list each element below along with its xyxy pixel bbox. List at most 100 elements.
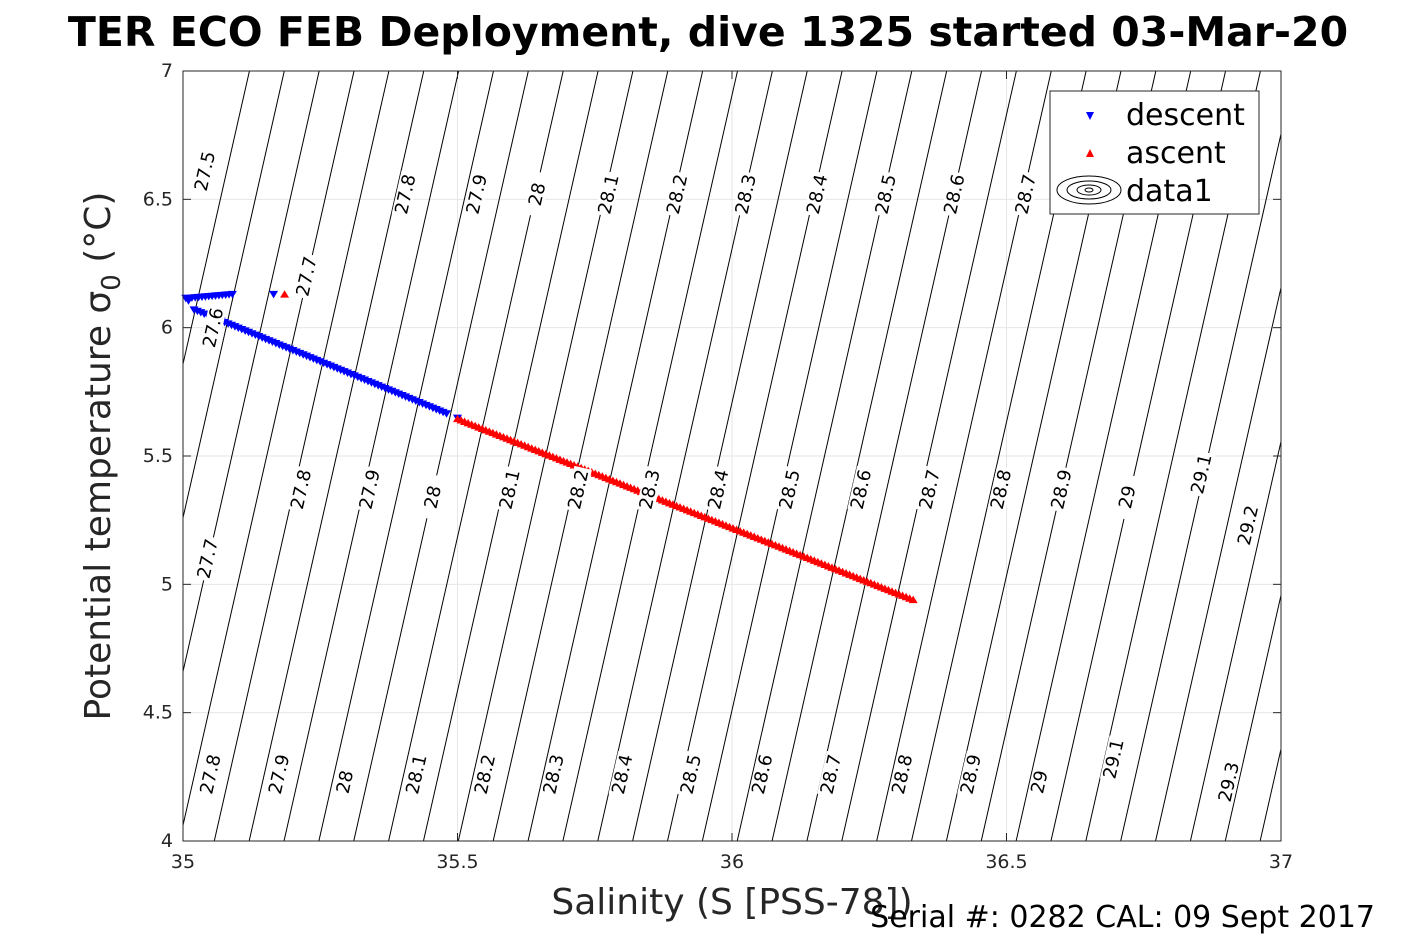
contour-label-gap xyxy=(331,758,359,806)
contour-label-gap xyxy=(564,465,592,513)
serial-calibration-footer: Serial #: 0282 CAL: 09 Sept 2017 xyxy=(870,900,1375,935)
y-tick-label: 5.5 xyxy=(143,445,173,467)
isopycnal-line xyxy=(701,71,878,841)
contour-label-gap xyxy=(915,465,944,513)
descent-marker xyxy=(442,410,452,418)
legend-contour-icon xyxy=(1056,175,1122,205)
y-tick-label: 6 xyxy=(161,317,173,339)
contour-label-gap xyxy=(608,750,636,798)
descent-marker xyxy=(183,297,193,305)
isopycnal-line xyxy=(183,71,250,367)
x-tick-label: 35 xyxy=(171,851,195,873)
contour-label-gap xyxy=(1025,758,1054,806)
y-tick-label: 6.5 xyxy=(143,188,173,210)
contour-label: 28 xyxy=(421,484,447,511)
legend-ascent-label: ascent xyxy=(1126,136,1226,171)
isopycnal-line xyxy=(353,71,529,841)
isopycnal-line xyxy=(1155,285,1281,841)
contour-label-gap xyxy=(194,535,222,583)
legend-ascent-marker xyxy=(1086,149,1094,157)
y-axis-label-subscript: 0 xyxy=(97,274,127,291)
contour-label-gap xyxy=(391,170,419,218)
contour-label-gap xyxy=(957,750,985,798)
isopycnal-line xyxy=(318,71,494,841)
isopycnal-line xyxy=(562,71,738,841)
ascent-marker xyxy=(908,595,918,604)
contour-label-gap xyxy=(523,170,551,218)
contour-label-gap xyxy=(704,465,732,513)
contour-label-gap xyxy=(199,304,227,352)
contour-label-gap xyxy=(471,750,499,798)
descent-marker xyxy=(269,290,279,299)
contour-label-gap xyxy=(940,170,968,218)
contour-label: 28 xyxy=(333,769,359,796)
contour-label: 28 xyxy=(525,181,551,208)
isopycnal-line xyxy=(841,71,1017,841)
y-axis-label-unit: (°C) xyxy=(78,192,119,275)
contour-label-gap xyxy=(1099,735,1128,783)
contour-label-gap xyxy=(1215,758,1243,806)
contour-label-gap xyxy=(1047,465,1076,513)
contour-label-gap xyxy=(191,147,219,195)
contour-label-gap xyxy=(1187,450,1216,498)
contour-label-gap xyxy=(1113,473,1141,521)
x-tick-label: 36 xyxy=(720,851,744,873)
contour-label-gap xyxy=(419,473,447,521)
x-tick-label: 36.5 xyxy=(985,851,1027,873)
contour-label-gap xyxy=(888,750,916,798)
contour-label-gap xyxy=(776,465,804,513)
contour-label-gap xyxy=(732,170,760,218)
contour-label-gap xyxy=(594,170,623,218)
contour-label-gap xyxy=(265,750,293,798)
isopycnal-line xyxy=(248,71,425,841)
contour-label-gap xyxy=(356,465,384,513)
legend-box xyxy=(1049,90,1260,215)
contour-label-gap xyxy=(292,252,321,300)
legend-descent-label: descent xyxy=(1126,98,1245,133)
legend-descent-marker xyxy=(1086,112,1094,120)
isopycnal-line xyxy=(213,71,390,841)
y-tick-label: 4 xyxy=(161,830,173,852)
isopycnal-line xyxy=(492,71,669,841)
x-tick-label: 35.5 xyxy=(436,851,478,873)
contour-label-gap xyxy=(872,170,900,218)
contour-label: 29 xyxy=(1027,769,1053,796)
contour-label-gap xyxy=(196,750,225,798)
contour-label-gap xyxy=(496,465,524,513)
legend: descent ascent data1 xyxy=(1049,90,1260,215)
y-tick-label: 4.5 xyxy=(143,702,173,724)
isopycnal-line xyxy=(771,71,948,841)
y-tick-label: 7 xyxy=(161,60,173,82)
contour-label-gap xyxy=(987,465,1015,513)
contour-label-gap xyxy=(539,750,568,798)
isopycnal-line xyxy=(183,71,320,674)
y-tick-label: 5 xyxy=(161,573,173,595)
y-axis-ticks: 4 4.5 5 5.5 6 6.5 7 xyxy=(143,60,1281,852)
contour-label: 29 xyxy=(1115,484,1141,511)
x-tick-label: 37 xyxy=(1269,851,1293,873)
y-axis-label-sigma: σ xyxy=(78,291,119,314)
contour-label-gap xyxy=(1234,501,1262,549)
contour-label-gap xyxy=(677,750,705,798)
contour-label-gap xyxy=(748,750,776,798)
ascent-marker xyxy=(280,290,290,298)
contour-label-gap xyxy=(803,170,831,218)
isopycnal-line xyxy=(183,71,285,521)
contour-label-gap xyxy=(817,750,845,798)
y-axis-label-main: Potential temperature xyxy=(78,314,119,721)
descent-marker xyxy=(227,290,237,299)
contour-label-gap xyxy=(663,170,691,218)
contour-label-gap xyxy=(463,170,491,218)
contour-label-gap xyxy=(847,465,875,513)
isopycnal-line xyxy=(283,71,460,841)
chart-title: TER ECO FEB Deployment, dive 1325 starte… xyxy=(68,8,1348,56)
y-axis-label: Potential temperature σ0 (°C) xyxy=(78,192,127,721)
isopycnal-line xyxy=(422,71,599,841)
legend-data1-label: data1 xyxy=(1126,174,1213,209)
x-axis-label: Salinity (S [PSS-78]) xyxy=(551,882,912,923)
isopycnal-line xyxy=(1224,592,1281,841)
contour-label-gap xyxy=(636,465,664,513)
x-axis-ticks: 35 35.5 36 36.5 37 xyxy=(171,71,1293,873)
contour-label-gap xyxy=(1012,170,1040,218)
